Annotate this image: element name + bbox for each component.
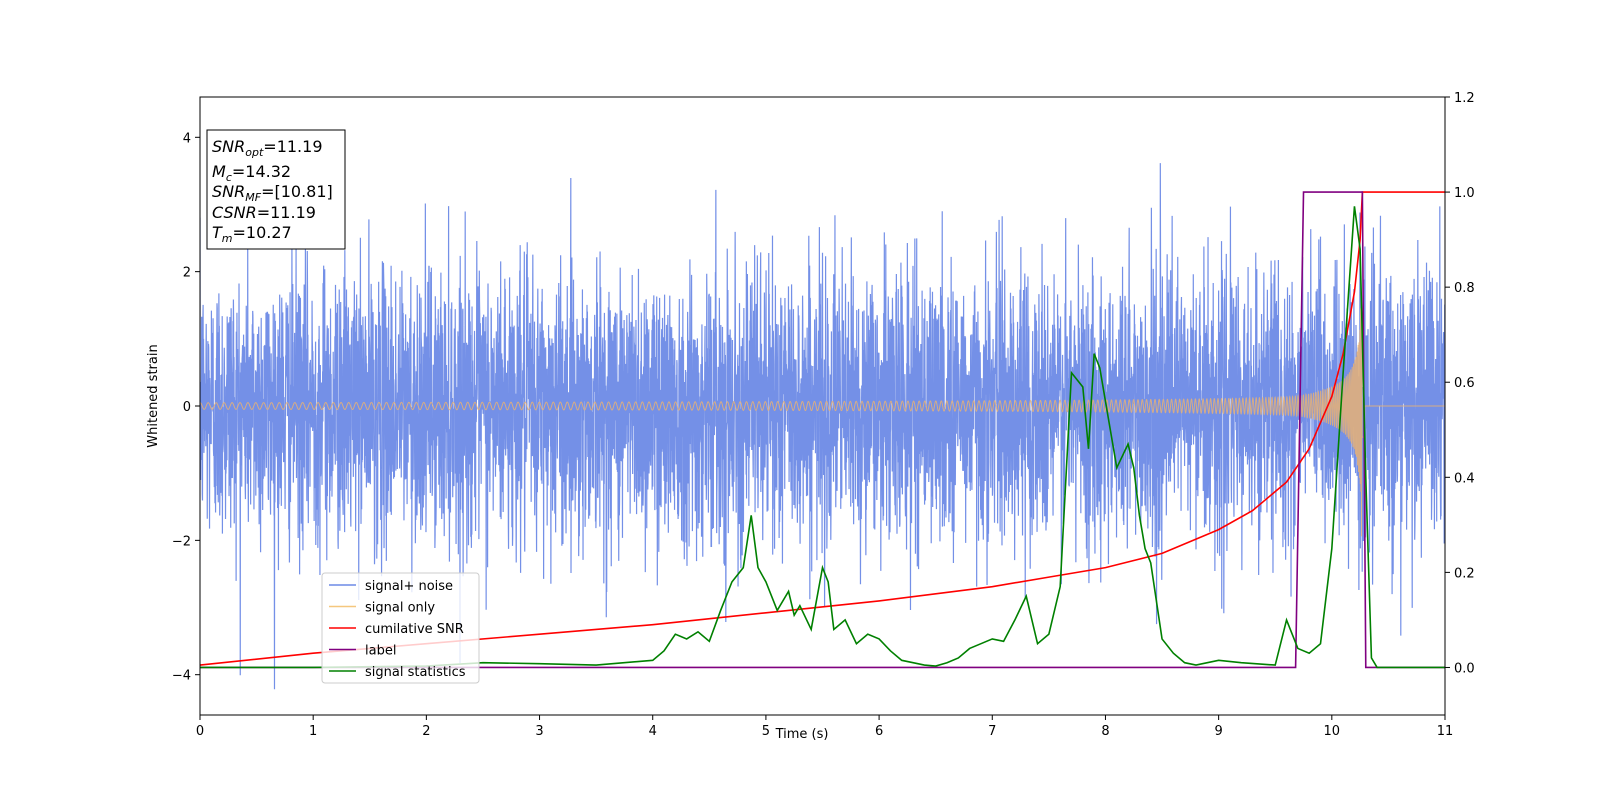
annotation-frame: [206, 129, 346, 250]
y-tick-label-right: 1.0: [1454, 186, 1475, 201]
annotation-symbol: M: [212, 162, 226, 181]
y-tick-label-right: 0.4: [1454, 471, 1475, 486]
annotation-subscript: c: [226, 171, 232, 184]
series-signal-statistics: [200, 206, 1445, 669]
annotation-symbol: SNR: [212, 137, 245, 156]
annotation-subscript: opt: [245, 146, 264, 159]
annotation-value: =11.19: [263, 137, 322, 156]
annotation-value: =10.27: [233, 223, 292, 242]
x-tick-label: 8: [1101, 724, 1109, 739]
legend-frame: [321, 572, 480, 684]
series-signal-noise: [200, 163, 1445, 690]
x-tick-label: 2: [422, 724, 430, 739]
annotation-box: SNRopt=11.19Mc=14.32SNRMF=[10.81]CSNR=11…: [206, 129, 346, 250]
x-tick-label: 6: [875, 724, 883, 739]
x-tick-label: 4: [649, 724, 657, 739]
annotation-subscript: MF: [245, 191, 261, 204]
y-tick-label-left: 0: [183, 400, 191, 415]
annotation-symbol: T: [212, 223, 223, 242]
annotation-value: =11.19: [257, 203, 316, 222]
y-tick-label-right: 1.2: [1454, 91, 1475, 106]
y-tick-label-left: −4: [172, 669, 191, 684]
y-tick-label-right: 0.2: [1454, 566, 1475, 581]
x-tick-label: 1: [309, 724, 317, 739]
legend-entry: label: [365, 644, 396, 659]
annotation-line: SNRopt=11.19: [212, 137, 323, 159]
x-tick-label: 7: [988, 724, 996, 739]
legend-entry: signal+ noise: [365, 579, 453, 594]
y-tick-label-left: 2: [183, 266, 191, 281]
legend-entry: signal only: [365, 601, 435, 616]
series-signal-only: [200, 292, 1445, 537]
legend-entry: signal statistics: [365, 665, 466, 680]
y-tick-label-left: −2: [172, 534, 191, 549]
y-tick-label-left: 4: [183, 131, 191, 146]
annotation-subscript: m: [222, 232, 233, 245]
x-axis-label: Time (s): [775, 727, 829, 742]
annotation-line: Mc=14.32: [212, 162, 291, 184]
y-axis-label-left: Whitened strain: [146, 344, 161, 447]
series-cumulative-snr: [200, 191, 1445, 666]
x-tick-label: 9: [1214, 724, 1222, 739]
x-tick-label: 10: [1324, 724, 1341, 739]
series-group: [200, 163, 1445, 690]
legend: signal+ noise signal only cumilative SNR la…: [321, 572, 480, 684]
axes: 0 1 2 3 4 5 6 7 8 9 10 11 −4 −2 0 2 4 0.0 0.2 0.4 0.6 0.8 1.0 1…: [172, 91, 1475, 739]
x-tick-label: 0: [196, 724, 204, 739]
annotation-value: =14.32: [232, 162, 291, 181]
x-tick-label: 11: [1437, 724, 1454, 739]
annotation-symbol: CSNR: [212, 203, 257, 222]
annotation-value: =[10.81]: [261, 182, 333, 201]
legend-entry: cumilative SNR: [365, 622, 464, 637]
y-tick-label-right: 0.0: [1454, 661, 1475, 676]
x-tick-label: 3: [535, 724, 543, 739]
annotation-symbol: SNR: [212, 182, 245, 201]
annotation-line: Tm=10.27: [212, 223, 292, 245]
plot-area: [200, 163, 1445, 690]
annotation-line: CSNR=11.19: [212, 203, 316, 222]
y-tick-label-right: 0.8: [1454, 281, 1475, 296]
annotation-line: SNRMF=[10.81]: [212, 182, 333, 204]
x-tick-label: 5: [762, 724, 770, 739]
y-tick-label-right: 0.6: [1454, 376, 1475, 391]
